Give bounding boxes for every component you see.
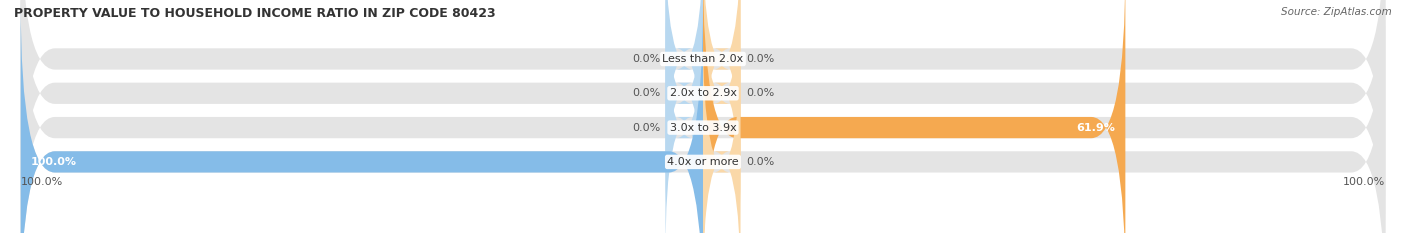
Text: 0.0%: 0.0% xyxy=(631,88,659,98)
Text: 100.0%: 100.0% xyxy=(31,157,77,167)
FancyBboxPatch shape xyxy=(703,0,1125,233)
Text: PROPERTY VALUE TO HOUSEHOLD INCOME RATIO IN ZIP CODE 80423: PROPERTY VALUE TO HOUSEHOLD INCOME RATIO… xyxy=(14,7,496,20)
Text: 0.0%: 0.0% xyxy=(631,123,659,133)
FancyBboxPatch shape xyxy=(665,0,703,185)
Text: 0.0%: 0.0% xyxy=(747,157,775,167)
Text: 0.0%: 0.0% xyxy=(747,88,775,98)
FancyBboxPatch shape xyxy=(703,0,741,185)
FancyBboxPatch shape xyxy=(665,0,703,220)
Text: 100.0%: 100.0% xyxy=(1343,178,1385,188)
Text: 0.0%: 0.0% xyxy=(631,54,659,64)
Text: Less than 2.0x: Less than 2.0x xyxy=(662,54,744,64)
Text: 2.0x to 2.9x: 2.0x to 2.9x xyxy=(669,88,737,98)
Text: 3.0x to 3.9x: 3.0x to 3.9x xyxy=(669,123,737,133)
FancyBboxPatch shape xyxy=(21,0,1385,220)
FancyBboxPatch shape xyxy=(21,1,703,233)
Text: 100.0%: 100.0% xyxy=(21,178,63,188)
Text: 61.9%: 61.9% xyxy=(1076,123,1115,133)
Text: 0.0%: 0.0% xyxy=(747,54,775,64)
FancyBboxPatch shape xyxy=(21,0,1385,233)
Text: 4.0x or more: 4.0x or more xyxy=(668,157,738,167)
FancyBboxPatch shape xyxy=(21,0,1385,233)
FancyBboxPatch shape xyxy=(703,0,741,220)
FancyBboxPatch shape xyxy=(665,1,703,233)
Text: Source: ZipAtlas.com: Source: ZipAtlas.com xyxy=(1281,7,1392,17)
FancyBboxPatch shape xyxy=(21,1,1385,233)
FancyBboxPatch shape xyxy=(703,35,741,233)
